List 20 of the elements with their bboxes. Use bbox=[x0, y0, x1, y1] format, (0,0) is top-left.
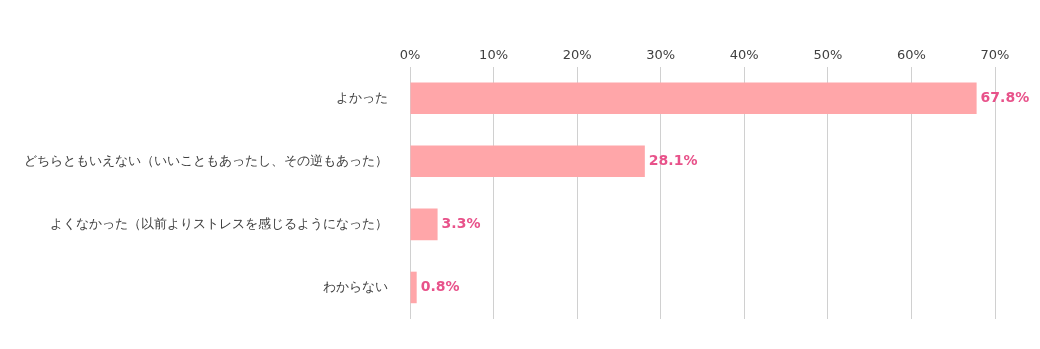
y-tick-label: よかった bbox=[336, 89, 388, 105]
x-tick-label: 30% bbox=[646, 47, 676, 63]
y-tick-label: どちらともいえない（いいこともあったし、その逆もあった） bbox=[24, 152, 388, 168]
bar bbox=[410, 145, 645, 178]
x-tick-label: 0% bbox=[399, 47, 421, 63]
bar bbox=[410, 208, 438, 241]
x-tick-label: 50% bbox=[813, 47, 843, 63]
data-label: 3.3% bbox=[441, 214, 481, 231]
x-tick-label: 70% bbox=[980, 47, 1010, 63]
bar bbox=[410, 82, 977, 114]
y-tick-label: よくなかった（以前よりストレスを感じるようになった） bbox=[50, 215, 388, 231]
x-tick-label: 40% bbox=[729, 47, 759, 63]
x-tick-label: 10% bbox=[479, 47, 509, 63]
bar bbox=[410, 271, 417, 304]
data-label: 67.8% bbox=[980, 88, 1030, 105]
data-label: 0.8% bbox=[420, 278, 460, 295]
y-tick-label: わからない bbox=[323, 278, 388, 294]
x-tick-label: 20% bbox=[562, 47, 592, 63]
x-tick-label: 60% bbox=[896, 47, 926, 63]
data-label: 28.1% bbox=[648, 151, 698, 168]
